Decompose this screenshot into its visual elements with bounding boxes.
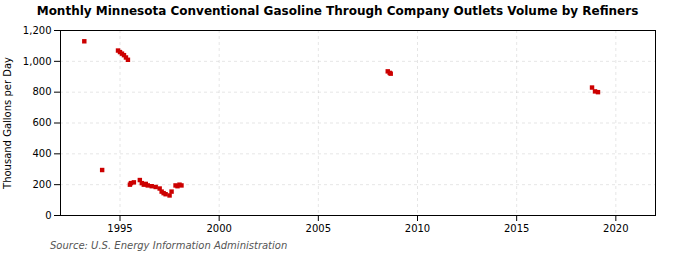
svg-text:0: 0: [45, 210, 51, 221]
svg-text:1995: 1995: [107, 223, 132, 234]
svg-text:200: 200: [32, 179, 51, 190]
svg-text:2020: 2020: [603, 223, 628, 234]
html-text:Source: U.S. Energy Informatio: Source: U.S. Energy Information Administ…: [50, 240, 288, 251]
html-text:Monthly Minnesota Conventional: Monthly Minnesota Conventional Gasoline …: [36, 4, 639, 18]
svg-text:2015: 2015: [504, 223, 529, 234]
svg-text:400: 400: [32, 148, 51, 159]
svg-text:800: 800: [32, 86, 51, 97]
svg-text:1,000: 1,000: [23, 56, 52, 67]
svg-text:2005: 2005: [306, 223, 331, 234]
svg-text:2000: 2000: [206, 223, 231, 234]
svg-text:Thousand Gallons per Day: Thousand Gallons per Day: [2, 57, 13, 190]
svg-text:600: 600: [32, 117, 51, 128]
svg-text:2010: 2010: [405, 223, 430, 234]
svg-text:1,200: 1,200: [23, 25, 52, 36]
